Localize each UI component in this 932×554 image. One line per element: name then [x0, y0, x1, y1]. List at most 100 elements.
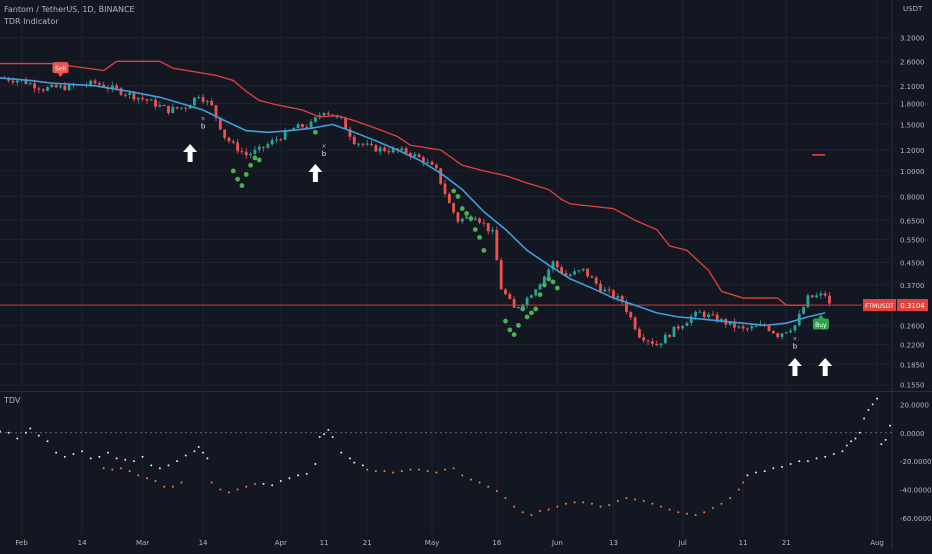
tdv-point-orange: [418, 468, 421, 471]
tdv-point-orange: [660, 505, 663, 508]
price-axis-unit: USDT: [903, 5, 923, 13]
tdv-point-orange: [145, 477, 148, 480]
candle-body: [737, 326, 741, 328]
tdv-tick-label: -60.0000: [900, 515, 931, 523]
price-tick-label: 0.4500: [900, 259, 925, 267]
candle-body: [374, 145, 378, 152]
candle-body: [525, 297, 529, 305]
candle-body: [629, 312, 633, 318]
candle-body: [46, 87, 49, 91]
candle-body: [205, 100, 209, 102]
candle-body: [698, 311, 702, 313]
signal-dot: [248, 162, 253, 168]
tdv-point-white: [0, 430, 1, 433]
candle-body: [620, 296, 624, 303]
candle-body: [638, 329, 641, 338]
tdv-point-orange: [137, 474, 140, 477]
tdv-point-white: [141, 455, 144, 458]
tdv-point-white: [824, 455, 827, 458]
signal-dot: [533, 306, 539, 312]
candle-body: [175, 106, 179, 109]
tdv-point-orange: [703, 511, 706, 514]
candle-body: [400, 148, 404, 151]
signal-dot: [252, 155, 258, 161]
axis-layer: USDT 3.2000 2.6000 2.1000 1.8000 1.5000 1.2000…: [15, 5, 931, 547]
tdv-point-white: [193, 450, 196, 453]
tdv-point-white: [202, 451, 205, 454]
candle-body: [119, 88, 123, 95]
candle-body: [542, 276, 546, 285]
candle-body: [180, 107, 183, 109]
tdv-point-white: [158, 467, 161, 470]
price-tick-label: 1.0000: [900, 168, 925, 176]
price-tick-label: 1.8000: [900, 100, 925, 108]
tdv-point-orange: [461, 474, 464, 477]
candle-body: [702, 311, 706, 318]
candle-body: [352, 136, 356, 145]
tdv-layer: [0, 397, 892, 517]
tdv-point-white: [327, 428, 330, 431]
moving-average-line: [0, 77, 826, 327]
candle-body: [590, 276, 594, 278]
time-tick-label: Feb: [15, 539, 28, 547]
candle-body: [275, 139, 278, 141]
candle-body: [806, 295, 810, 308]
candle-body: [486, 223, 490, 232]
candle-body: [447, 193, 451, 204]
signal-dot: [529, 310, 534, 316]
candle-body: [167, 105, 170, 113]
price-tick-label: 3.2000: [900, 35, 925, 43]
tdv-point-orange: [392, 471, 395, 474]
candle-body: [162, 105, 166, 107]
time-tick-label: 11: [739, 539, 748, 547]
signal-dot: [481, 247, 487, 253]
candle-body: [547, 269, 551, 277]
candle-body: [63, 85, 67, 91]
tdv-point-white: [832, 453, 835, 456]
tdv-point-white: [845, 444, 848, 447]
candle-body: [41, 89, 45, 91]
candle-body: [141, 97, 144, 100]
tdv-point-orange: [599, 505, 602, 508]
tdv-pane-title: TDV: [4, 396, 21, 405]
candle-body: [223, 129, 227, 138]
time-tick-label: Mar: [136, 539, 149, 547]
candle-body: [370, 143, 373, 146]
tdv-point-orange: [210, 481, 213, 484]
candle-body: [530, 295, 533, 298]
tdv-point-white: [206, 457, 209, 460]
tdv-point-white: [124, 458, 127, 461]
time-tick-label: Jun: [551, 539, 563, 547]
tdv-point-orange: [590, 502, 593, 505]
candle-body: [154, 99, 157, 107]
candle-body: [460, 218, 464, 222]
signal-dot: [464, 211, 470, 216]
signal-dot: [503, 318, 508, 324]
candle-body: [694, 311, 697, 317]
candle-body: [240, 151, 244, 153]
signal-dot: [235, 176, 241, 182]
candle-body: [136, 97, 140, 100]
candle-body: [508, 294, 512, 299]
candle-body: [564, 273, 568, 277]
signal-dot: [511, 332, 517, 337]
candle-body: [253, 149, 257, 154]
candle-body: [54, 84, 58, 88]
tdv-point-white: [858, 431, 861, 434]
sell-signal-box: [52, 62, 69, 74]
candle-body: [784, 332, 788, 334]
current-price-label: 0.3104: [900, 302, 925, 310]
tdv-point-white: [184, 454, 187, 457]
tdv-point-white: [63, 455, 66, 458]
tdv-point-white: [876, 397, 879, 400]
tdv-point-white: [132, 460, 135, 463]
candle-body: [262, 146, 265, 148]
candle-body: [741, 326, 745, 329]
candle-body: [97, 83, 101, 85]
tdv-point-white: [746, 474, 749, 477]
tdv-point-white: [176, 460, 179, 463]
tdv-point-white: [854, 437, 857, 440]
candle-body: [391, 148, 395, 153]
